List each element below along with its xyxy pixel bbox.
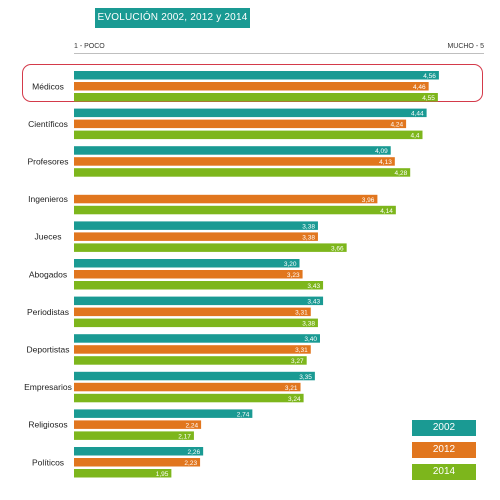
bar-value-label: 1,95	[156, 471, 169, 478]
bar-value-label: 3,31	[295, 347, 308, 354]
bar-2014	[74, 130, 423, 140]
bar-value-label: 3,96	[362, 197, 375, 204]
scale-high-label: MUCHO - 5	[447, 43, 484, 50]
bar-value-label: 3,27	[291, 358, 304, 365]
legend-2012: 2012	[412, 442, 476, 458]
category-label: Empresarios	[24, 382, 72, 392]
bar-2012	[74, 458, 201, 467]
bar-value-label: 4,56	[423, 73, 436, 80]
bar-value-label: 2,74	[237, 411, 250, 418]
bar-value-label: 3,38	[302, 321, 315, 328]
bar-value-label: 4,09	[375, 148, 388, 155]
bar-2014	[74, 469, 172, 478]
bar-2014	[74, 431, 194, 440]
bar-2002	[74, 409, 253, 418]
bar-2002	[74, 108, 427, 118]
scale-low-label: 1 - POCO	[74, 43, 105, 50]
legend-2014: 2014	[412, 464, 476, 480]
bar-value-label: 3,40	[304, 336, 317, 343]
chart-title: EVOLUCIÓN 2002, 2012 y 2014	[95, 8, 250, 28]
bar-value-label: 3,20	[284, 261, 297, 268]
bar-value-label: 3,21	[285, 385, 298, 392]
bar-value-label: 4,13	[379, 159, 392, 166]
bar-value-label: 4,14	[380, 208, 393, 215]
bar-2012	[74, 420, 202, 429]
bar-value-label: 4,55	[422, 95, 435, 102]
bar-2012	[74, 345, 311, 354]
bar-value-label: 4,4	[410, 133, 419, 140]
bar-value-label: 3,43	[307, 283, 320, 290]
bar-value-label: 3,38	[302, 223, 315, 230]
bar-2014	[74, 356, 307, 365]
bar-value-label: 2,26	[187, 449, 200, 456]
bar-value-label: 4,24	[390, 122, 403, 129]
bar-2014	[74, 318, 318, 328]
category-label: Religiosos	[28, 420, 67, 430]
bar-2012	[74, 194, 378, 204]
bar-value-label: 2,17	[178, 433, 191, 440]
bar-value-label: 3,35	[299, 374, 312, 381]
bar-value-label: 3,66	[331, 245, 344, 252]
category-label: Profesores	[27, 156, 68, 166]
category-label: Abogados	[29, 269, 67, 279]
bar-2012	[74, 232, 318, 241]
category-label: Médicos	[32, 81, 64, 91]
scale-axis-line	[74, 53, 484, 54]
bar-2002	[74, 71, 439, 80]
bar-2002	[74, 447, 204, 456]
bar-2012	[74, 82, 429, 91]
bar-value-label: 2,23	[184, 460, 197, 467]
bar-value-label: 3,23	[287, 272, 300, 279]
category-label: Ingenieros	[28, 194, 68, 204]
bar-2012	[74, 307, 311, 317]
bar-2002	[74, 259, 300, 268]
category-label: Políticos	[32, 457, 64, 467]
bar-2012	[74, 270, 303, 279]
bar-2014	[74, 205, 396, 215]
bar-2014	[74, 168, 411, 177]
bar-2002	[74, 296, 324, 306]
bar-value-label: 4,28	[395, 170, 408, 177]
bar-2014	[74, 281, 324, 290]
category-label: Deportistas	[27, 344, 70, 354]
category-label: Periodistas	[27, 307, 69, 317]
bar-value-label: 3,31	[295, 310, 308, 317]
bar-value-label: 4,46	[413, 84, 426, 91]
bar-2002	[74, 334, 320, 343]
bar-value-label: 2,24	[185, 422, 198, 429]
bar-2014	[74, 393, 304, 403]
bar-2002	[74, 221, 318, 230]
bar-2002	[74, 371, 315, 381]
bar-value-label: 3,43	[307, 299, 320, 306]
bar-2002	[74, 146, 391, 155]
bar-value-label: 4,44	[411, 111, 424, 118]
category-label: Jueces	[35, 232, 62, 242]
bar-value-label: 3,38	[302, 234, 315, 241]
bar-2014	[74, 243, 347, 252]
bar-2014	[74, 93, 438, 102]
category-label: Científicos	[28, 119, 68, 129]
legend-2002: 2002	[412, 420, 476, 436]
bar-2012	[74, 382, 301, 392]
bar-value-label: 3,24	[288, 396, 301, 403]
bar-2012	[74, 157, 395, 166]
bar-2012	[74, 119, 407, 129]
